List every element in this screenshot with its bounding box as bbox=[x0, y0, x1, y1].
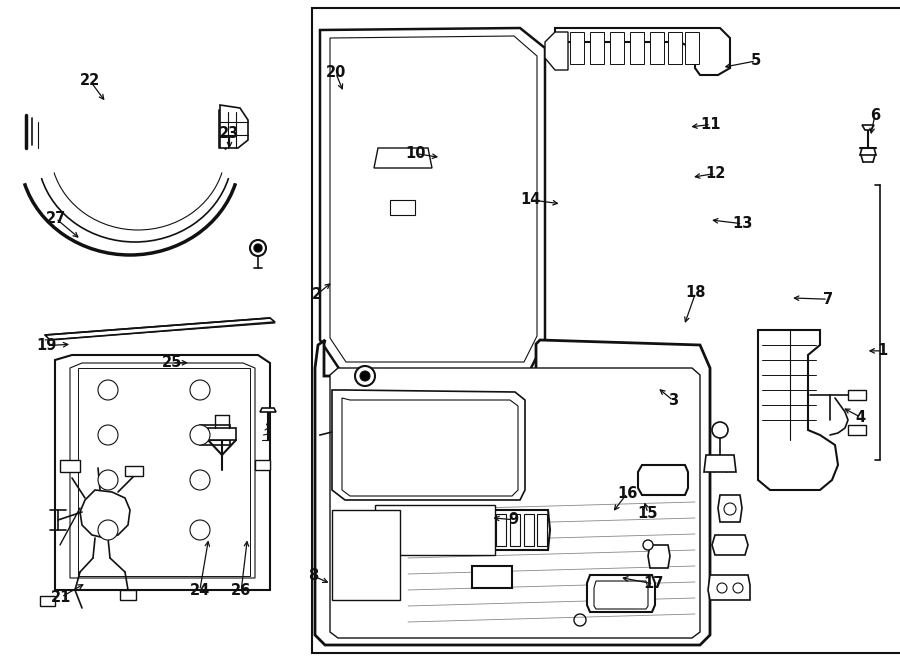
Bar bbox=[312, 8, 900, 653]
Polygon shape bbox=[330, 36, 537, 362]
Text: 10: 10 bbox=[406, 146, 426, 161]
Text: 23: 23 bbox=[220, 126, 239, 141]
Circle shape bbox=[712, 422, 728, 438]
Bar bbox=[685, 32, 699, 64]
Text: 4: 4 bbox=[855, 410, 866, 424]
Text: 7: 7 bbox=[823, 292, 833, 307]
Bar bbox=[848, 390, 866, 400]
Bar bbox=[668, 32, 682, 64]
Circle shape bbox=[250, 240, 266, 256]
Polygon shape bbox=[332, 510, 400, 600]
Polygon shape bbox=[315, 340, 710, 645]
Polygon shape bbox=[80, 490, 130, 538]
Text: 24: 24 bbox=[190, 583, 210, 598]
Bar bbox=[650, 32, 664, 64]
Polygon shape bbox=[704, 455, 736, 472]
Text: 19: 19 bbox=[37, 338, 57, 353]
Text: 25: 25 bbox=[162, 355, 182, 370]
Text: 14: 14 bbox=[521, 193, 541, 207]
Bar bbox=[537, 514, 547, 546]
Circle shape bbox=[98, 520, 118, 540]
Circle shape bbox=[360, 371, 370, 381]
Polygon shape bbox=[587, 575, 655, 612]
Circle shape bbox=[724, 503, 736, 515]
Polygon shape bbox=[220, 105, 248, 148]
Bar bbox=[510, 514, 520, 546]
Text: 12: 12 bbox=[706, 166, 725, 181]
Bar bbox=[375, 505, 495, 555]
Bar bbox=[524, 514, 534, 546]
Text: 26: 26 bbox=[231, 583, 251, 598]
Circle shape bbox=[190, 425, 210, 445]
Text: 1: 1 bbox=[877, 344, 887, 358]
Polygon shape bbox=[330, 368, 700, 638]
Circle shape bbox=[98, 425, 118, 445]
Text: 21: 21 bbox=[51, 590, 71, 604]
Text: 8: 8 bbox=[308, 569, 319, 583]
Bar bbox=[496, 514, 506, 546]
Circle shape bbox=[98, 470, 118, 490]
Bar bbox=[200, 425, 230, 445]
Bar bbox=[78, 368, 250, 576]
Text: 20: 20 bbox=[326, 66, 346, 80]
Polygon shape bbox=[862, 125, 874, 130]
Polygon shape bbox=[712, 535, 748, 555]
Polygon shape bbox=[260, 408, 276, 412]
Bar bbox=[355, 427, 373, 443]
Circle shape bbox=[643, 540, 653, 550]
Bar bbox=[472, 566, 512, 588]
Bar bbox=[125, 466, 143, 476]
Text: 27: 27 bbox=[46, 211, 66, 226]
Polygon shape bbox=[594, 581, 648, 609]
Polygon shape bbox=[648, 545, 670, 568]
Text: 17: 17 bbox=[644, 577, 663, 591]
Polygon shape bbox=[55, 355, 270, 590]
Text: 11: 11 bbox=[701, 117, 721, 132]
Bar bbox=[610, 32, 624, 64]
Polygon shape bbox=[545, 32, 568, 70]
Bar bbox=[60, 460, 80, 472]
Polygon shape bbox=[70, 363, 255, 578]
Polygon shape bbox=[708, 575, 750, 600]
Polygon shape bbox=[555, 28, 730, 75]
Text: 22: 22 bbox=[80, 73, 100, 88]
Text: 18: 18 bbox=[686, 285, 706, 300]
Polygon shape bbox=[374, 148, 432, 168]
Circle shape bbox=[98, 380, 118, 400]
Text: 2: 2 bbox=[311, 287, 322, 302]
Bar bbox=[120, 590, 136, 600]
Circle shape bbox=[717, 583, 727, 593]
Text: 9: 9 bbox=[508, 512, 518, 527]
Circle shape bbox=[190, 520, 210, 540]
Bar bbox=[590, 32, 604, 64]
Polygon shape bbox=[320, 28, 545, 370]
Bar bbox=[40, 596, 55, 606]
Polygon shape bbox=[390, 200, 415, 215]
Circle shape bbox=[355, 366, 375, 386]
Polygon shape bbox=[488, 510, 550, 550]
Circle shape bbox=[733, 583, 743, 593]
Text: 13: 13 bbox=[733, 216, 752, 231]
Bar bbox=[848, 425, 866, 435]
Polygon shape bbox=[208, 428, 236, 440]
Polygon shape bbox=[758, 330, 838, 490]
Polygon shape bbox=[45, 318, 275, 340]
Text: 15: 15 bbox=[638, 506, 658, 520]
Polygon shape bbox=[255, 460, 270, 470]
Text: 16: 16 bbox=[617, 486, 637, 500]
Text: 5: 5 bbox=[751, 54, 761, 68]
Circle shape bbox=[190, 470, 210, 490]
Circle shape bbox=[190, 380, 210, 400]
Polygon shape bbox=[638, 465, 688, 495]
Polygon shape bbox=[332, 390, 525, 500]
Polygon shape bbox=[718, 495, 742, 522]
Text: 3: 3 bbox=[668, 393, 679, 408]
Bar bbox=[630, 32, 644, 64]
Polygon shape bbox=[342, 398, 518, 496]
Bar bbox=[570, 32, 584, 64]
Circle shape bbox=[254, 244, 262, 252]
Text: 6: 6 bbox=[869, 109, 880, 123]
